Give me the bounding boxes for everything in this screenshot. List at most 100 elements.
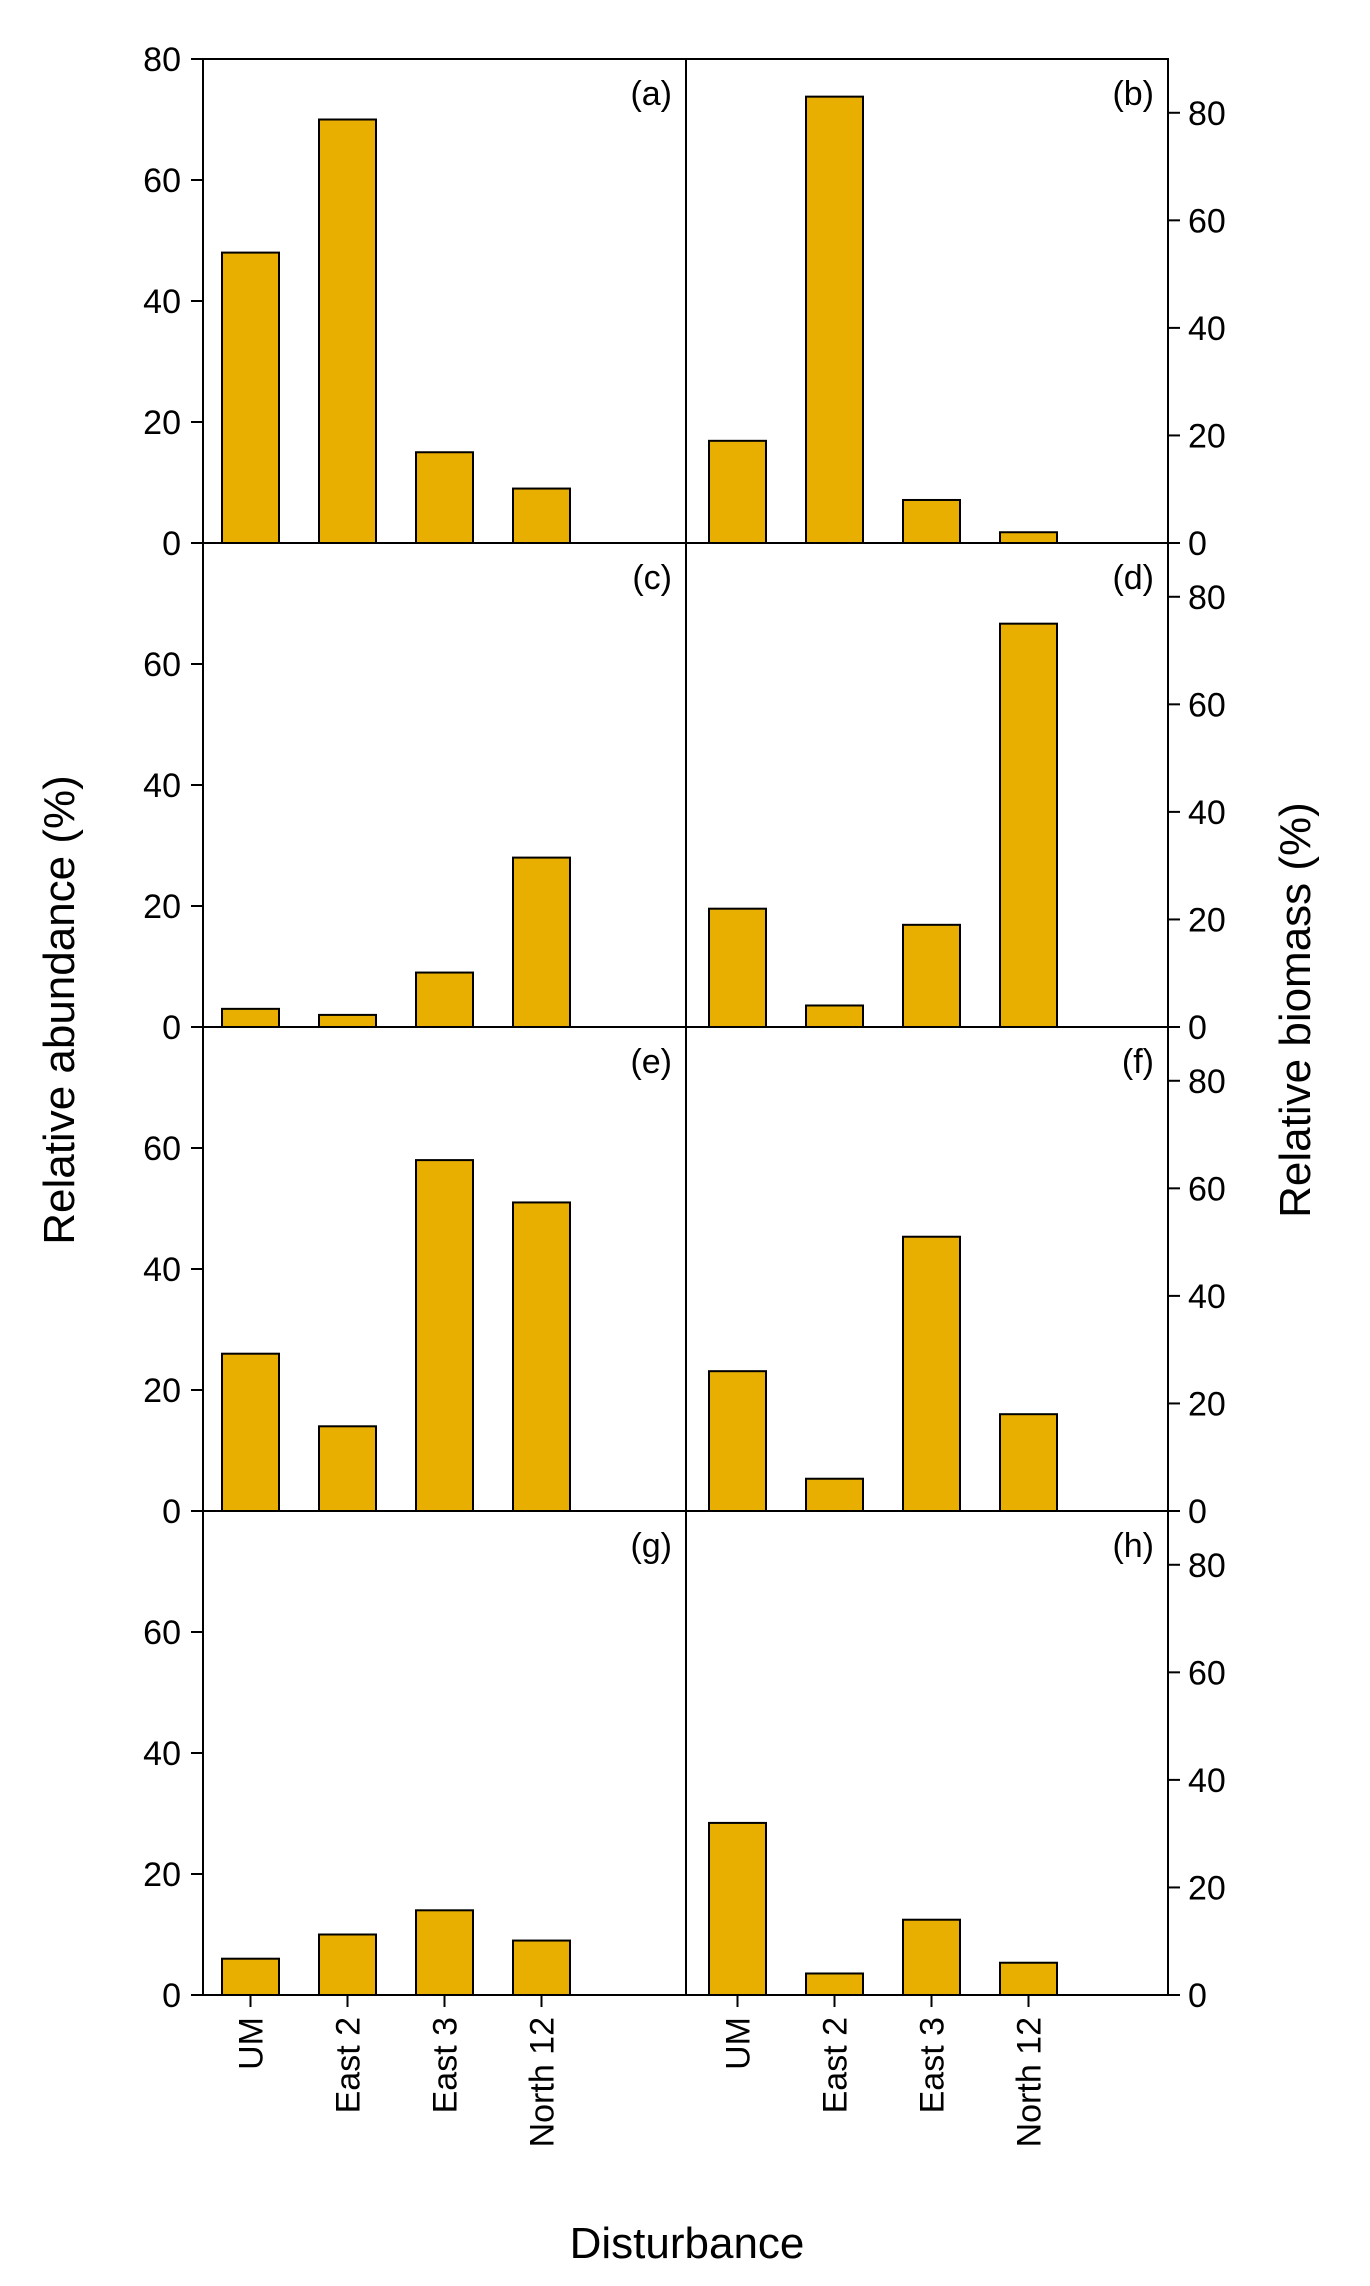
x-tick-label: North 12: [1011, 2017, 1049, 2147]
bar-h-east-2: [805, 1972, 864, 1997]
y-tick-label: 0: [162, 1493, 181, 1531]
y-tick-label: 40: [1188, 310, 1226, 348]
y-tick-label: 40: [1188, 794, 1226, 832]
bar-h-um: [708, 1821, 767, 1997]
bar-h-north-12: [999, 1961, 1058, 1996]
bar-d-east-3: [902, 923, 961, 1028]
panel-d: (d) 0 20 40 60 80: [685, 542, 1226, 1047]
panel-label: (g): [630, 1527, 672, 1565]
panel-f: (f) 0 20 40 60 80: [685, 1026, 1226, 1531]
x-tick-label: East 2: [817, 2017, 855, 2113]
x-tick-label: East 2: [330, 2017, 368, 2113]
x-axis-title: Disturbance: [570, 2219, 805, 2268]
bar-d-um: [708, 907, 767, 1029]
bar-g-east-2: [318, 1933, 377, 1996]
y-axis-title-left: Relative abundance (%): [35, 775, 84, 1245]
y-axis-title-right: Relative biomass (%): [1271, 802, 1320, 1218]
y-tick-label: 80: [1188, 579, 1226, 617]
y-tick-label: 40: [143, 1251, 181, 1289]
y-tick-label: 40: [143, 767, 181, 805]
bar-g-um: [221, 1957, 280, 1996]
y-tick-label: 0: [1188, 525, 1207, 563]
y-tick-label: 60: [143, 1130, 181, 1168]
bar-c-north-12: [512, 856, 571, 1028]
panel-a: (a) 0 20 40 60 80: [143, 41, 687, 563]
y-tick-label: 0: [1188, 1977, 1207, 2015]
y-tick-label: 60: [1188, 202, 1226, 240]
bar-c-east-3: [415, 971, 474, 1028]
y-tick-label: 80: [1188, 1547, 1226, 1585]
y-tick-label: 80: [1188, 1063, 1226, 1101]
y-tick-label: 20: [143, 888, 181, 926]
y-tick-label: 0: [1188, 1009, 1207, 1047]
panel-label: (f): [1122, 1043, 1154, 1081]
y-tick-label: 0: [162, 525, 181, 563]
bar-e-north-12: [512, 1201, 571, 1512]
bar-h-east-3: [902, 1918, 961, 1996]
bar-f-east-3: [902, 1235, 961, 1512]
y-tick-label: 20: [1188, 1385, 1226, 1423]
y-tick-label: 20: [143, 404, 181, 442]
panel-label: (b): [1112, 75, 1154, 113]
bar-f-east-2: [805, 1477, 864, 1512]
y-tick-label: 60: [143, 646, 181, 684]
bar-b-east-3: [902, 498, 961, 545]
y-tick-label: 80: [143, 41, 181, 79]
y-tick-label: 20: [143, 1856, 181, 1894]
bar-a-um: [221, 251, 280, 544]
y-tick-label: 60: [143, 162, 181, 200]
panel-label: (h): [1112, 1527, 1154, 1565]
bar-a-north-12: [512, 487, 571, 544]
bar-a-east-2: [318, 118, 377, 544]
bar-c-um: [221, 1007, 280, 1028]
y-tick-label: 0: [162, 1009, 181, 1047]
panel-label: (d): [1112, 559, 1154, 597]
bar-f-um: [708, 1370, 767, 1512]
panel-c: (c) 0 20 40 60: [143, 542, 687, 1047]
bar-g-east-3: [415, 1909, 474, 1997]
bar-f-north-12: [999, 1413, 1058, 1512]
y-tick-label: 40: [1188, 1762, 1226, 1800]
bar-b-um: [708, 439, 767, 545]
panel-e: (e) 0 20 40 60: [143, 1026, 687, 1531]
y-tick-label: 40: [1188, 1278, 1226, 1316]
y-tick-label: 0: [162, 1977, 181, 2015]
y-tick-label: 20: [1188, 417, 1226, 455]
bar-g-north-12: [512, 1939, 571, 1997]
panel-b: (b) 0 20 40 60 80: [685, 58, 1226, 563]
bar-b-north-12: [999, 531, 1058, 545]
panel-h: (h) 0 20 40 60 80 UM East 2 East 3 North 12: [685, 1510, 1226, 2147]
y-tick-label: 40: [143, 1735, 181, 1773]
panels-layer: (a) 0 20 40 60 80 (b) 0 20 40 60 80 (c) 0 20 40 60 (d) 0 20…: [143, 41, 1226, 2147]
bar-c-east-2: [318, 1013, 377, 1029]
y-tick-label: 60: [1188, 1654, 1226, 1692]
bar-e-east-3: [415, 1159, 474, 1512]
x-tick-label: UM: [233, 2017, 271, 2070]
y-tick-label: 60: [1188, 686, 1226, 724]
y-tick-label: 0: [1188, 1493, 1207, 1531]
y-tick-label: 40: [143, 283, 181, 321]
y-tick-label: 20: [1188, 901, 1226, 939]
y-tick-label: 20: [143, 1372, 181, 1410]
bar-a-east-3: [415, 451, 474, 544]
x-tick-label: East 3: [427, 2017, 465, 2113]
x-tick-label: UM: [720, 2017, 758, 2070]
panel-g: (g) 0 20 40 60 UM East 2 East 3 North 12: [143, 1510, 687, 2147]
y-tick-label: 60: [1188, 1170, 1226, 1208]
y-tick-label: 20: [1188, 1869, 1226, 1907]
panel-frame: [202, 542, 687, 1028]
x-tick-label: North 12: [524, 2017, 562, 2147]
bar-b-east-2: [805, 95, 864, 545]
bar-d-north-12: [999, 622, 1058, 1029]
y-tick-label: 60: [143, 1614, 181, 1652]
panel-label: (c): [632, 559, 672, 597]
panel-label: (a): [630, 75, 672, 113]
y-tick-label: 80: [1188, 95, 1226, 133]
bar-e-um: [221, 1352, 280, 1512]
x-tick-label: East 3: [914, 2017, 952, 2113]
panel-label: (e): [630, 1043, 672, 1081]
bar-e-east-2: [318, 1425, 377, 1513]
panel-frame: [685, 1510, 1169, 1996]
bar-d-east-2: [805, 1004, 864, 1029]
